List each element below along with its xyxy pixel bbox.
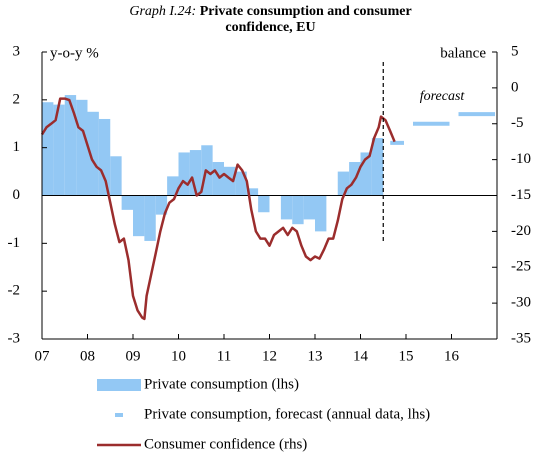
y-tick-label: 2 <box>13 91 21 107</box>
bar <box>292 195 304 225</box>
bar <box>235 171 247 196</box>
y-tick-label: -1 <box>8 235 21 251</box>
bar <box>76 99 88 196</box>
bar <box>64 95 77 196</box>
bar <box>189 150 202 196</box>
x-tick-label: 09 <box>126 348 141 364</box>
y2-tick-label: -25 <box>511 259 531 275</box>
y2-tick-label: -35 <box>511 330 531 346</box>
bar <box>144 195 156 241</box>
bar <box>303 195 315 220</box>
bar <box>42 102 54 196</box>
bar <box>53 104 65 196</box>
y2-tick-label: 0 <box>511 79 519 95</box>
x-tick-label: 16 <box>444 348 460 364</box>
confidence-line <box>40 97 396 321</box>
x-tick-label: 11 <box>217 348 231 364</box>
bar <box>167 176 179 196</box>
x-tick-label: 15 <box>399 348 414 364</box>
forecast-annotation: forecast <box>420 89 466 104</box>
legend-label: Consumer confidence (rhs) <box>144 436 307 452</box>
x-tick-label: 07 <box>35 348 51 364</box>
bar <box>155 195 168 215</box>
y-tick-label: 1 <box>13 139 21 155</box>
x-tick-label: 13 <box>308 348 323 364</box>
y-tick-label: -3 <box>8 330 21 346</box>
bar <box>280 195 293 220</box>
bar <box>133 195 145 237</box>
bar <box>360 152 372 196</box>
title-prefix: Graph I.24: <box>129 4 197 19</box>
title-wrap: Graph I.24: Private consumption and cons… <box>106 4 436 36</box>
bar <box>258 195 270 213</box>
x-tick-label: 14 <box>353 348 369 364</box>
bar <box>246 188 259 196</box>
y2-tick-label: 5 <box>511 43 519 59</box>
y2-tick-label: -15 <box>511 187 531 203</box>
bar <box>315 195 327 232</box>
y-tick-label: -2 <box>8 283 21 299</box>
y-axis-label: y-o-y % <box>50 45 99 61</box>
chart-title: Private consumption and consumer confide… <box>199 4 412 35</box>
x-tick-label: 08 <box>80 348 95 364</box>
y2-tick-label: -5 <box>511 115 524 131</box>
x-tick-label: 12 <box>262 348 277 364</box>
bar <box>87 111 99 196</box>
bar <box>224 166 236 196</box>
bar <box>212 162 224 196</box>
bar <box>110 156 122 196</box>
bar <box>98 118 111 196</box>
y2-tick-label: -20 <box>511 223 531 239</box>
bar <box>337 171 350 196</box>
y2-tick-label: -30 <box>511 295 531 311</box>
y2-axis-label: balance <box>440 45 486 61</box>
bar <box>371 138 384 196</box>
y2-tick-label: -10 <box>511 151 531 167</box>
y-tick-label: 0 <box>13 187 21 203</box>
x-tick-label: 10 <box>171 348 186 364</box>
legend-label: Private consumption, forecast (annual da… <box>144 406 430 422</box>
title-block: Graph I.24: Private consumption and cons… <box>0 4 541 36</box>
legend-label: Private consumption (lhs) <box>144 376 299 392</box>
y-tick-label: 3 <box>13 43 21 59</box>
bar <box>121 195 133 210</box>
bar <box>178 152 190 196</box>
legend-swatch <box>97 379 141 391</box>
